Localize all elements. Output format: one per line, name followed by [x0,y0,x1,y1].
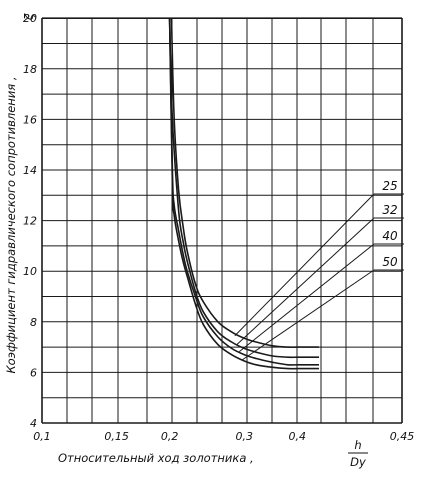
series-label-25: 25 [382,179,397,193]
series-labels: 25 32 40 50 [382,179,398,269]
y-tick-label: 12 [23,215,37,228]
series-line-32 [168,18,319,359]
y-axis-symbol: ζ [22,13,36,21]
x-tick-label: 0,4 [289,430,307,443]
x-axis-title: Относительный ход золотника , [58,451,254,465]
y-tick-label: 14 [23,164,37,177]
series-label-50: 50 [382,255,398,269]
x-tick-labels: 0,1 0,15 0,2 0,3 0,4 0,45 [33,430,414,443]
series-label-32: 32 [382,203,397,217]
label-leaders [234,193,404,361]
leader-line-25 [234,193,375,337]
y-axis-title: Коэффициент гидравлического сопротивлени… [4,76,18,373]
x-tick-label: 0,3 [236,430,254,443]
series-line-50 [168,18,319,370]
y-tick-label: 20 [23,12,37,25]
y-tick-label: 18 [23,63,37,76]
x-tick-label: 0,1 [33,430,51,443]
y-tick-label: 8 [30,316,37,329]
series-label-40: 40 [382,229,398,243]
x-axis-fraction-denominator: Dy [350,455,366,469]
x-tick-label: 0,45 [390,430,415,443]
series-line-40 [168,18,319,366]
y-tick-label: 4 [30,417,37,430]
y-tick-label: 16 [23,113,37,126]
curves [168,18,319,370]
y-tick-labels: 4 6 8 10 12 14 16 18 20 [23,12,37,430]
leader-line-32 [236,217,375,345]
x-axis-fraction-numerator: h [354,438,361,452]
leader-line-40 [239,243,375,353]
x-tick-label: 0,15 [104,430,129,443]
leader-line-50 [242,269,375,361]
x-tick-label: 0,2 [161,430,179,443]
series-line-25 [170,18,319,348]
y-tick-label: 10 [23,265,37,278]
y-tick-label: 6 [30,366,37,379]
